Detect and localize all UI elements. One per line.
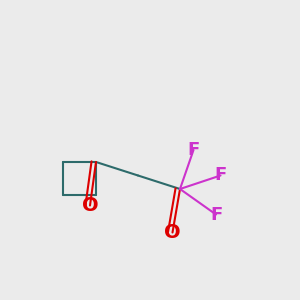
Text: F: F xyxy=(210,206,222,224)
Text: F: F xyxy=(214,167,226,184)
Text: O: O xyxy=(82,196,98,215)
Text: O: O xyxy=(164,223,181,242)
Text: F: F xyxy=(188,141,200,159)
